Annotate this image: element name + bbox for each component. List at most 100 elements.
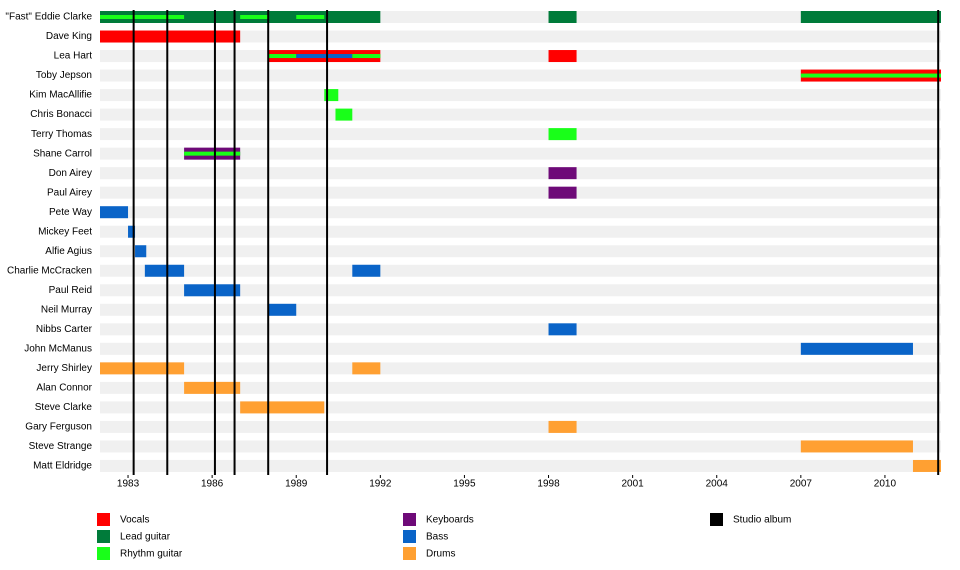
x-tick-label: 1989 — [285, 479, 308, 490]
row-label: Alan Connor — [36, 383, 92, 394]
row-label: Paul Reid — [49, 285, 92, 296]
x-tick-label: 2007 — [790, 479, 813, 490]
legend-swatch — [403, 530, 416, 543]
tenure-bar — [240, 401, 325, 414]
x-tick-label: 2004 — [706, 479, 729, 490]
x-tick-label: 1986 — [201, 479, 224, 490]
row-label: Don Airey — [49, 168, 92, 179]
legend-swatch — [710, 513, 723, 526]
row-band — [100, 401, 941, 414]
row-band — [100, 381, 941, 394]
legend-swatch — [97, 530, 110, 543]
tenure-bar — [100, 206, 129, 219]
row-band — [100, 362, 941, 375]
tenure-stripe — [100, 15, 185, 19]
row-label: Kim MacAllifie — [29, 90, 92, 101]
row-band — [100, 206, 941, 219]
row-band — [100, 342, 941, 355]
row-label: Mickey Feet — [38, 226, 92, 237]
legend-label: Lead guitar — [120, 532, 171, 543]
tenure-bar — [352, 264, 381, 277]
legend-label: Keyboards — [426, 515, 474, 526]
row-label: Charlie McCracken — [7, 265, 92, 276]
tenure-bar — [100, 30, 241, 43]
tenure-bar — [548, 128, 577, 141]
row-label: "Fast" Eddie Clarke — [5, 12, 92, 23]
row-band — [100, 420, 941, 433]
row-band — [100, 69, 941, 82]
tenure-bar — [144, 264, 185, 277]
row-band — [100, 303, 941, 316]
row-label: Steve Clarke — [35, 402, 93, 413]
row-label: Terry Thomas — [31, 129, 92, 140]
tenure-bar — [184, 284, 241, 297]
legend-swatch — [403, 513, 416, 526]
row-label: Paul Airey — [47, 187, 92, 198]
row-label: Matt Eldridge — [33, 461, 92, 472]
tenure-bar — [100, 362, 185, 375]
row-band — [100, 30, 941, 43]
row-label: Neil Murray — [41, 304, 92, 315]
tenure-bar — [135, 245, 147, 258]
row-label: Jerry Shirley — [36, 363, 92, 374]
tenure-bar — [800, 11, 941, 23]
x-tick-label: 1992 — [369, 479, 392, 490]
row-band — [100, 128, 941, 141]
row-label: Dave King — [46, 31, 92, 42]
tenure-stripe — [352, 54, 381, 59]
row-band — [100, 147, 941, 160]
tenure-bar — [548, 323, 577, 336]
tenure-bar — [128, 225, 136, 238]
legend-swatch — [97, 513, 110, 526]
tenure-bar — [912, 459, 941, 472]
tenure-bar — [800, 342, 913, 355]
tenure-stripe — [184, 151, 241, 156]
tenure-bar — [335, 108, 353, 121]
row-band — [100, 225, 941, 238]
row-label: Gary Ferguson — [25, 422, 92, 433]
tenure-bar — [548, 11, 577, 23]
tenure-stripe — [240, 15, 269, 19]
row-label: Lea Hart — [54, 51, 93, 62]
legend-label: Studio album — [733, 515, 791, 526]
row-label: John McManus — [24, 343, 92, 354]
tenure-stripe — [296, 54, 353, 59]
legend-swatch — [403, 547, 416, 560]
tenure-bar — [548, 186, 577, 199]
row-band — [100, 440, 941, 453]
legend-swatch — [97, 547, 110, 560]
row-band — [100, 264, 941, 277]
row-label: Chris Bonacci — [30, 109, 92, 120]
legend-label: Vocals — [120, 515, 149, 526]
row-band — [100, 284, 941, 297]
row-band — [100, 459, 941, 472]
tenure-stripe — [800, 73, 941, 78]
x-tick-label: 1983 — [117, 479, 140, 490]
row-band — [100, 108, 941, 121]
tenure-stripe — [296, 15, 325, 19]
row-label: Steve Strange — [29, 441, 93, 452]
x-tick-label: 1998 — [537, 479, 560, 490]
tenure-bar — [268, 303, 297, 316]
row-band — [100, 89, 941, 102]
tenure-bar — [548, 50, 577, 63]
tenure-bar — [548, 420, 577, 433]
tenure-bar — [548, 167, 577, 180]
x-tick-label: 2010 — [874, 479, 897, 490]
legend-label: Rhythm guitar — [120, 549, 183, 560]
legend-label: Bass — [426, 532, 448, 543]
x-tick-label: 2001 — [622, 479, 645, 490]
legend-label: Drums — [426, 549, 455, 560]
row-label: Nibbs Carter — [36, 324, 93, 335]
tenure-bar — [352, 362, 381, 375]
row-band — [100, 50, 941, 63]
row-band — [100, 167, 941, 180]
tenure-bar — [800, 440, 913, 453]
row-label: Alfie Agius — [45, 246, 92, 257]
row-band — [100, 245, 941, 258]
tenure-bar — [184, 381, 241, 394]
tenure-stripe — [268, 54, 297, 59]
row-band — [100, 323, 941, 336]
row-band — [100, 186, 941, 199]
